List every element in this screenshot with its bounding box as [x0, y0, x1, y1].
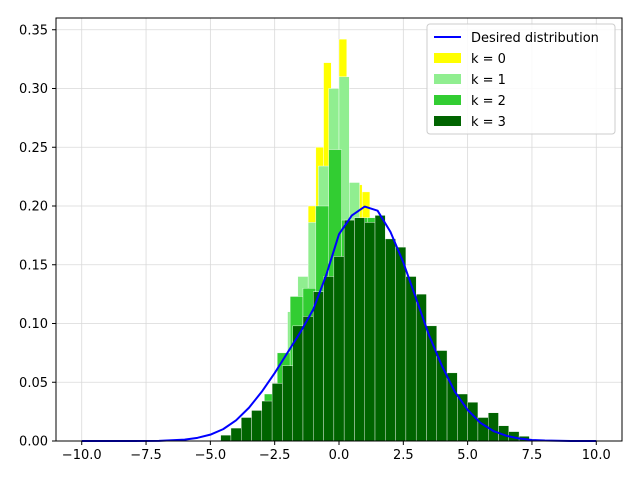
bar-series-3-13 [354, 217, 365, 442]
ticks: −10.0 −7.5 −5.0 −2.5 0.0 2.5 5.0 7.5 10.0 0.00 0.0… [19, 23, 611, 463]
x-tick-label-8: 10.0 [582, 448, 611, 463]
legend-label-series-3: k = 3 [471, 115, 506, 130]
desired-distribution-line [81, 205, 597, 442]
bar-series-3-0 [220, 434, 232, 442]
legend: Desired distribution k = 0 k = 1 k = 2 k = 3 [426, 23, 616, 135]
bar-series-3-17 [395, 246, 407, 442]
bar-series-3-4 [261, 400, 273, 442]
bar-series-3-11 [333, 256, 345, 442]
legend-label-series-0: k = 0 [471, 52, 506, 67]
bar-series-3-22 [446, 372, 458, 442]
x-tick-label-3: −2.5 [259, 448, 291, 463]
bars [220, 38, 530, 442]
bar-series-3-18 [405, 276, 417, 442]
bar-series-3-16 [385, 238, 396, 442]
legend-label-desired-distribution: Desired distribution [471, 31, 599, 46]
bar-series-3-15 [374, 215, 386, 442]
legend-label-series-2: k = 2 [471, 94, 506, 109]
bar-series-3-26 [488, 412, 499, 442]
y-tick-label-4: 0.20 [19, 200, 48, 215]
x-tick-label-4: 0.0 [329, 448, 350, 463]
bar-series-3-3 [251, 410, 263, 442]
bar-series-3-10 [323, 276, 335, 442]
bar-series-3-5 [271, 383, 283, 442]
x-tick-label-6: 5.0 [457, 448, 478, 463]
series-3-bars [220, 215, 530, 442]
legend-box [426, 23, 616, 135]
y-tick-label-5: 0.25 [19, 141, 48, 156]
legend-label-series-1: k = 1 [471, 73, 506, 88]
x-tick-label-1: −7.5 [130, 448, 162, 463]
bar-series-3-2 [241, 417, 252, 442]
legend-swatch-series-2 [434, 95, 461, 105]
curve-layer [81, 205, 597, 442]
y-tick-label-7: 0.35 [19, 23, 48, 38]
y-tick-label-6: 0.30 [19, 82, 48, 97]
x-tick-label-5: 2.5 [393, 448, 414, 463]
y-tick-label-2: 0.10 [19, 317, 48, 332]
x-tick-label-0: −10.0 [62, 448, 102, 463]
y-tick-label-0: 0.00 [19, 435, 48, 450]
bar-series-3-14 [364, 222, 376, 442]
bar-series-3-1 [230, 427, 242, 442]
y-tick-label-3: 0.15 [19, 258, 48, 273]
legend-swatch-series-3 [434, 116, 461, 126]
bar-series-3-9 [313, 291, 324, 442]
bar-series-3-6 [282, 365, 293, 442]
legend-swatch-series-1 [434, 74, 461, 84]
y-tick-label-1: 0.05 [19, 376, 48, 391]
x-tick-label-2: −5.0 [195, 448, 227, 463]
bar-series-3-12 [343, 219, 355, 442]
bar-series-3-8 [302, 316, 314, 442]
bar-series-3-24 [467, 402, 479, 442]
legend-swatch-series-0 [434, 53, 461, 63]
x-tick-label-7: 7.5 [522, 448, 543, 463]
